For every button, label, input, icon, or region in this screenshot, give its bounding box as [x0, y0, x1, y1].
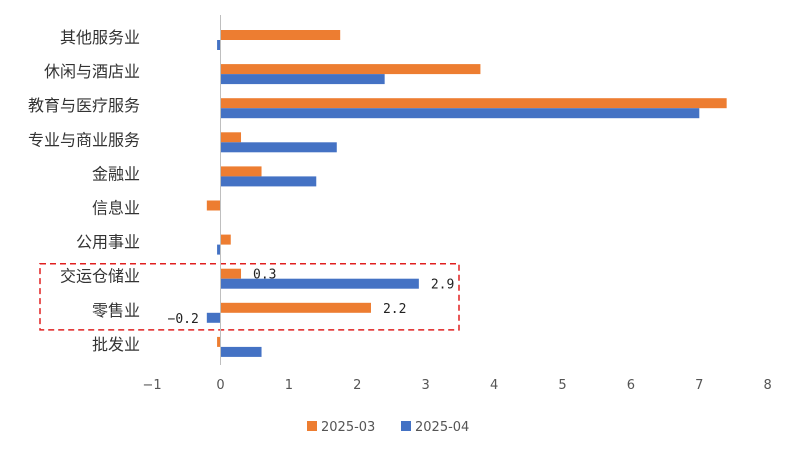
- bar-series-1: [220, 64, 481, 75]
- bar-series-1: [220, 302, 371, 313]
- bar-series-2: [220, 142, 337, 153]
- bar-series-1: [220, 98, 727, 109]
- x-tick-label: 8: [764, 378, 772, 393]
- bar-series-1: [220, 234, 231, 245]
- x-tick-label: 4: [490, 378, 498, 393]
- legend-swatch: [401, 421, 411, 431]
- data-label: −0.2: [168, 312, 199, 327]
- bar-series-1: [220, 30, 341, 40]
- x-tick-label: 7: [695, 378, 703, 393]
- x-tick-label: 0: [216, 378, 224, 393]
- legend-label: 2025-03: [321, 420, 375, 435]
- category-label: 休闲与酒店业: [44, 62, 140, 81]
- category-label: 批发业: [92, 335, 140, 354]
- bar-series-2: [220, 346, 262, 357]
- category-label: 交运仓储业: [60, 267, 140, 286]
- x-tick-label: −1: [143, 378, 162, 393]
- x-tick-label: 1: [285, 378, 293, 393]
- bar-series-1: [220, 132, 242, 143]
- bar-series-1: [220, 166, 262, 177]
- bar-series-2: [217, 244, 221, 255]
- bar-series-2: [220, 108, 700, 119]
- bar-series-1: [217, 336, 221, 347]
- legend-swatch: [307, 421, 317, 431]
- bar-series-2: [206, 312, 221, 323]
- data-label: 0.3: [253, 268, 276, 283]
- x-tick-label: 3: [422, 378, 430, 393]
- bar-series-1: [206, 200, 221, 211]
- bar-series-2: [220, 278, 419, 289]
- bar-series-2: [217, 40, 221, 50]
- category-label: 公用事业: [76, 233, 140, 252]
- data-label: 2.2: [383, 302, 406, 317]
- x-tick-label: 6: [627, 378, 635, 393]
- x-tick-label: 5: [558, 378, 566, 393]
- category-label: 其他服务业: [60, 28, 140, 47]
- highlight-box: [39, 262, 460, 331]
- bar-series-1: [220, 268, 242, 279]
- bar-series-2: [220, 74, 385, 85]
- x-tick-label: 2: [353, 378, 361, 393]
- category-label: 信息业: [92, 199, 140, 218]
- category-label: 零售业: [92, 301, 140, 320]
- bar-series-2: [220, 176, 317, 187]
- category-label: 教育与医疗服务: [28, 96, 140, 115]
- legend-label: 2025-04: [415, 420, 469, 435]
- category-label: 金融业: [92, 164, 140, 183]
- category-label: 专业与商业服务: [28, 130, 140, 149]
- data-label: 2.9: [431, 278, 454, 293]
